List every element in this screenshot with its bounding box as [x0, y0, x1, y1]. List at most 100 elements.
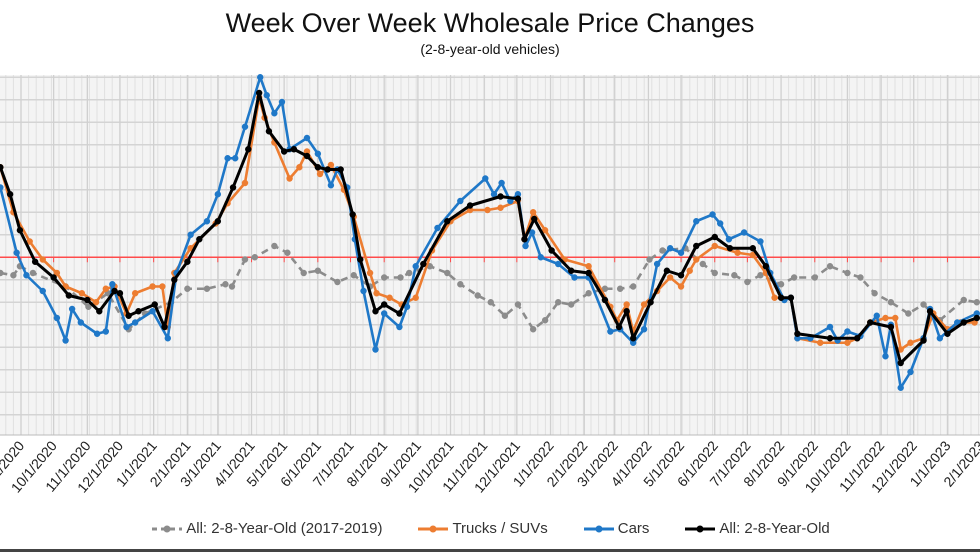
- chart-subtitle: (2-8-year-old vehicles): [420, 41, 560, 57]
- data-point: [568, 301, 575, 308]
- data-point: [300, 269, 307, 277]
- legend-item-trucks-suvs[interactable]: Trucks / SUVs: [416, 520, 548, 537]
- data-point: [125, 312, 132, 319]
- data-point: [278, 98, 286, 106]
- data-point: [811, 274, 818, 281]
- data-point: [501, 312, 509, 319]
- data-point: [284, 249, 291, 256]
- data-point: [403, 303, 411, 310]
- legend-item-cars[interactable]: Cars: [582, 520, 649, 537]
- data-point: [171, 276, 178, 283]
- grid: [0, 75, 980, 436]
- data-point: [640, 326, 648, 333]
- data-point: [397, 274, 404, 281]
- data-point: [699, 260, 706, 268]
- data-point: [271, 110, 278, 117]
- window-bottom-border: [0, 549, 980, 552]
- data-point: [514, 301, 522, 308]
- data-point: [396, 310, 403, 317]
- data-point: [629, 335, 637, 342]
- data-point: [466, 202, 474, 209]
- data-point: [131, 319, 139, 326]
- data-point: [882, 353, 889, 360]
- data-point: [482, 175, 489, 182]
- data-point: [372, 308, 379, 315]
- data-point: [6, 191, 14, 198]
- data-point: [31, 258, 39, 265]
- data-point: [844, 328, 851, 335]
- data-point: [296, 164, 303, 171]
- data-point: [303, 152, 311, 160]
- data-point: [973, 299, 980, 306]
- data-point: [109, 281, 116, 288]
- data-point: [892, 314, 899, 322]
- data-point: [541, 317, 549, 324]
- data-point: [373, 290, 380, 297]
- data-point: [77, 319, 85, 326]
- data-point: [522, 242, 529, 250]
- data-point: [794, 335, 801, 342]
- data-point: [944, 330, 951, 337]
- legend-item-all[interactable]: All: 2-8-Year-Old: [683, 520, 830, 537]
- data-point: [873, 312, 880, 319]
- data-point: [85, 303, 92, 310]
- x-axis-tick-labels: 9/1/202010/1/202011/1/202012/1/20201/1/2…: [0, 437, 980, 495]
- legend-item-2017-2019[interactable]: All: 2-8-Year-Old (2017-2019): [150, 520, 382, 537]
- legend-swatch-icon: [150, 522, 184, 536]
- data-point: [92, 299, 100, 306]
- data-point: [920, 337, 927, 344]
- data-point: [514, 195, 522, 202]
- data-point: [149, 283, 156, 290]
- data-point: [386, 294, 393, 301]
- data-point: [303, 148, 311, 155]
- data-point: [663, 267, 671, 274]
- data-point: [350, 272, 357, 279]
- data-point: [314, 150, 322, 157]
- data-point: [882, 314, 889, 322]
- data-point: [203, 285, 211, 292]
- data-point: [78, 290, 86, 297]
- data-point: [666, 245, 674, 252]
- data-point: [554, 299, 562, 306]
- data-point: [693, 242, 700, 250]
- data-point: [149, 308, 156, 315]
- data-point: [521, 236, 528, 243]
- series-all-2-8-year-old-2017-2019-: [0, 242, 980, 333]
- data-point: [514, 191, 522, 198]
- data-point: [159, 283, 166, 290]
- data-point: [337, 166, 344, 173]
- data-point: [255, 89, 263, 97]
- data-point: [844, 269, 851, 277]
- data-point: [817, 339, 824, 346]
- data-point: [203, 218, 211, 225]
- data-point: [420, 260, 427, 268]
- data-point: [444, 269, 451, 277]
- data-point: [39, 287, 46, 295]
- data-point: [749, 245, 757, 252]
- data-point: [29, 269, 37, 277]
- data-point: [926, 308, 934, 315]
- data-point: [241, 256, 249, 263]
- data-point: [241, 179, 249, 187]
- data-point: [629, 339, 637, 346]
- data-point: [615, 323, 623, 331]
- data-point: [629, 283, 637, 290]
- data-point: [693, 256, 700, 263]
- data-point: [777, 294, 785, 301]
- data-point: [740, 229, 748, 236]
- data-point: [405, 269, 413, 277]
- data-point: [263, 92, 270, 99]
- data-point: [686, 267, 693, 274]
- data-point: [794, 330, 801, 337]
- data-point: [102, 285, 110, 292]
- data-point: [744, 278, 751, 286]
- data-point: [677, 249, 685, 256]
- legend-swatch-icon: [683, 522, 717, 536]
- series-layer: [0, 74, 980, 391]
- data-point: [857, 274, 864, 281]
- data-point: [973, 310, 980, 317]
- data-point: [607, 328, 614, 335]
- data-point: [537, 254, 544, 261]
- data-point: [360, 287, 367, 295]
- data-point: [529, 326, 537, 333]
